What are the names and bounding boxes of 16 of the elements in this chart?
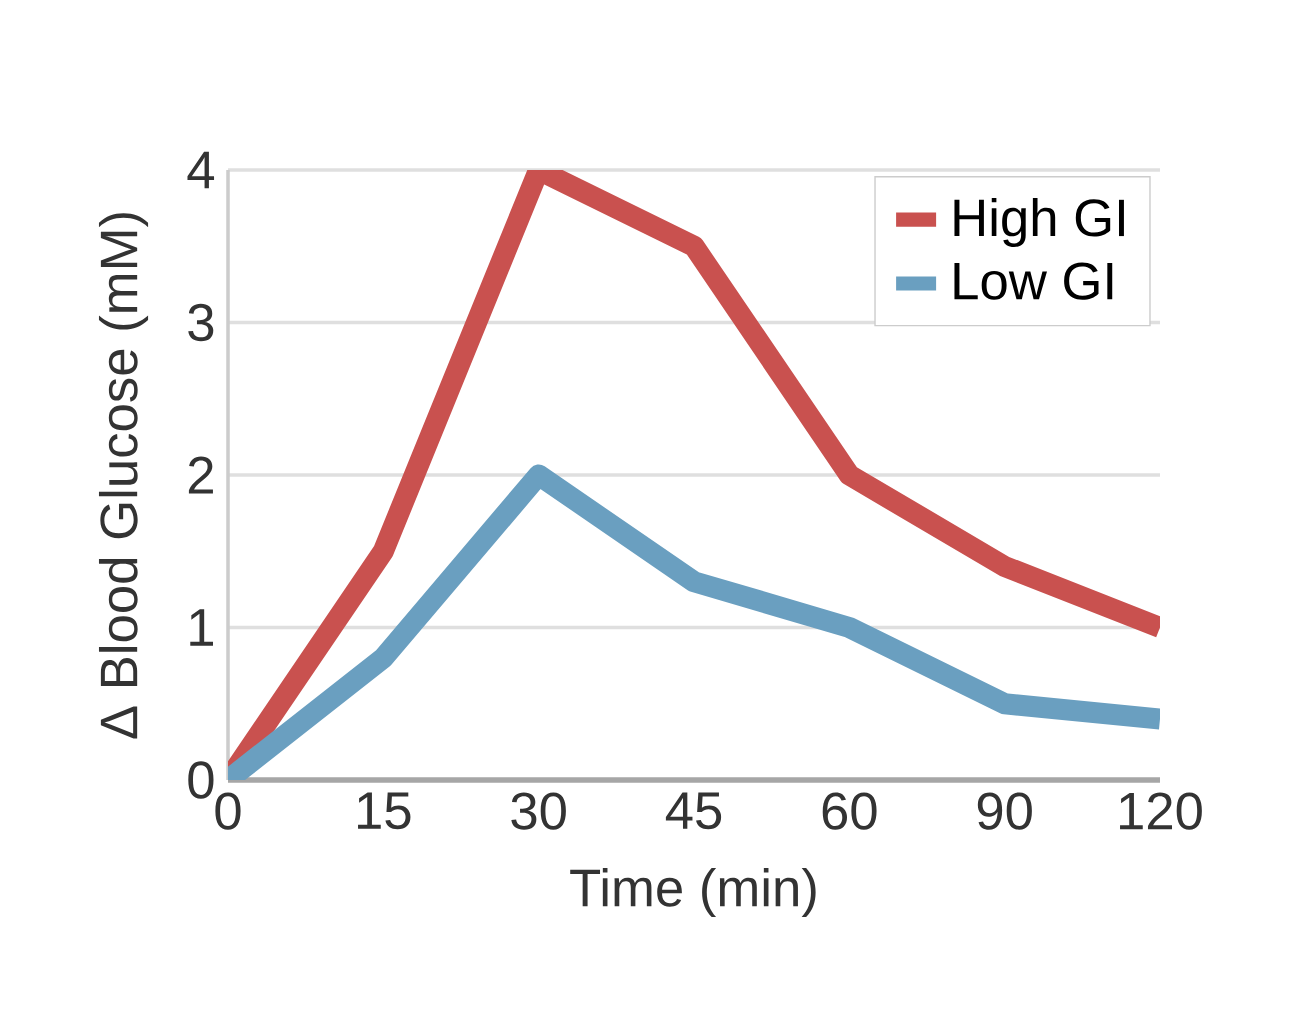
x-tick-label: 0 <box>215 792 241 830</box>
x-tick-label: 120 <box>1120 792 1202 830</box>
x-tick-label: 60 <box>822 792 877 830</box>
y-tick-label: 2 <box>188 456 213 494</box>
x-tick-label: 45 <box>665 792 722 830</box>
x-tick-label: 90 <box>977 792 1032 830</box>
y-tick-label: 1 <box>190 609 213 646</box>
y-tick-label: 0 <box>188 761 214 799</box>
y-axis-title: Δ Blood Glucose (mM) <box>98 213 149 739</box>
legend-label: Low GI <box>954 262 1113 300</box>
x-tick-label: 15 <box>358 792 411 830</box>
y-tick-label: 3 <box>188 303 214 342</box>
y-tick-label: 4 <box>187 151 215 189</box>
legend-label: High GI <box>954 197 1124 247</box>
x-axis-title: Time (min) <box>570 867 816 918</box>
x-tick-label: 30 <box>511 792 566 830</box>
